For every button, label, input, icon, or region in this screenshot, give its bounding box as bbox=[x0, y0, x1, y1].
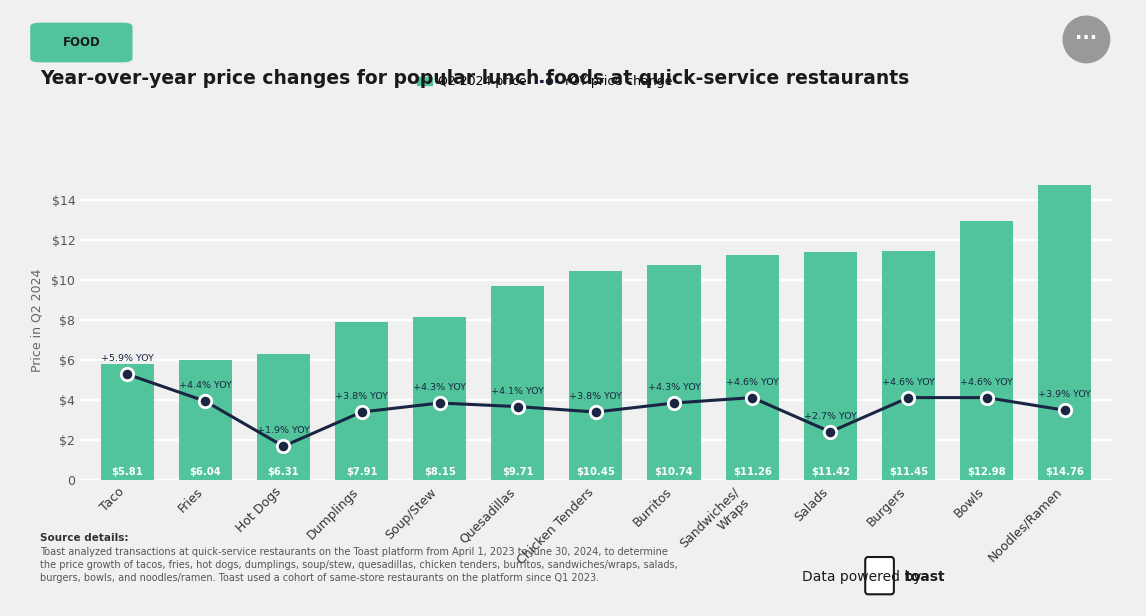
Text: +5.9% YOY: +5.9% YOY bbox=[101, 354, 154, 363]
Text: ···: ··· bbox=[1075, 29, 1098, 48]
Point bbox=[743, 392, 761, 402]
Bar bbox=[882, 251, 935, 480]
Bar bbox=[725, 255, 779, 480]
Y-axis label: Price in Q2 2024: Price in Q2 2024 bbox=[30, 269, 44, 372]
Text: +4.1% YOY: +4.1% YOY bbox=[492, 387, 544, 395]
Text: +3.8% YOY: +3.8% YOY bbox=[335, 392, 388, 401]
Bar bbox=[101, 364, 154, 480]
Text: $10.45: $10.45 bbox=[576, 467, 615, 477]
Point bbox=[431, 398, 449, 408]
Bar bbox=[803, 252, 857, 480]
Text: $5.81: $5.81 bbox=[111, 467, 143, 477]
Bar bbox=[960, 221, 1013, 480]
Text: +4.3% YOY: +4.3% YOY bbox=[414, 383, 466, 392]
Point bbox=[978, 392, 996, 402]
Text: $6.04: $6.04 bbox=[189, 467, 221, 477]
Text: Year-over-year price changes for popular lunch foods at quick-service restaurant: Year-over-year price changes for popular… bbox=[40, 69, 910, 88]
Text: $11.45: $11.45 bbox=[889, 467, 928, 477]
Point bbox=[352, 407, 370, 417]
FancyBboxPatch shape bbox=[30, 23, 133, 62]
Point bbox=[196, 396, 214, 406]
Circle shape bbox=[1063, 16, 1109, 63]
Point bbox=[822, 427, 840, 437]
Text: $11.26: $11.26 bbox=[732, 467, 771, 477]
Text: Source details:: Source details: bbox=[40, 533, 128, 543]
FancyBboxPatch shape bbox=[865, 557, 894, 594]
Point bbox=[274, 441, 292, 451]
Bar bbox=[179, 360, 231, 480]
Text: +4.6% YOY: +4.6% YOY bbox=[882, 378, 935, 387]
Text: $8.15: $8.15 bbox=[424, 467, 456, 477]
Text: $7.91: $7.91 bbox=[346, 467, 377, 477]
Text: $6.31: $6.31 bbox=[267, 467, 299, 477]
Text: +4.4% YOY: +4.4% YOY bbox=[179, 381, 231, 390]
Text: Toast analyzed transactions at quick-service restaurants on the Toast platform f: Toast analyzed transactions at quick-ser… bbox=[40, 547, 678, 583]
Legend: Q2 2024 price, YOY price change: Q2 2024 price, YOY price change bbox=[411, 70, 677, 93]
Text: $9.71: $9.71 bbox=[502, 467, 534, 477]
Text: $11.42: $11.42 bbox=[811, 467, 850, 477]
Text: +3.8% YOY: +3.8% YOY bbox=[570, 392, 622, 401]
Text: $14.76: $14.76 bbox=[1045, 467, 1084, 477]
Point bbox=[509, 402, 527, 411]
Bar bbox=[492, 286, 544, 480]
Text: Data powered by: Data powered by bbox=[802, 570, 921, 584]
Text: +3.9% YOY: +3.9% YOY bbox=[1038, 390, 1091, 399]
Point bbox=[118, 369, 136, 379]
Text: +4.6% YOY: +4.6% YOY bbox=[960, 378, 1013, 387]
Text: FOOD: FOOD bbox=[63, 36, 100, 49]
Bar bbox=[647, 265, 700, 480]
Bar bbox=[570, 271, 622, 480]
Text: $10.74: $10.74 bbox=[654, 467, 693, 477]
Text: $12.98: $12.98 bbox=[967, 467, 1006, 477]
Text: +4.6% YOY: +4.6% YOY bbox=[725, 378, 778, 387]
Bar bbox=[335, 322, 388, 480]
Bar bbox=[413, 317, 466, 480]
Bar bbox=[257, 354, 309, 480]
Point bbox=[587, 407, 605, 417]
Text: toast: toast bbox=[905, 570, 945, 584]
Text: +4.3% YOY: +4.3% YOY bbox=[647, 383, 700, 392]
Text: +2.7% YOY: +2.7% YOY bbox=[803, 412, 857, 421]
Point bbox=[665, 398, 683, 408]
Point bbox=[1055, 405, 1074, 415]
Bar bbox=[1038, 185, 1091, 480]
Point bbox=[900, 392, 918, 402]
Text: +1.9% YOY: +1.9% YOY bbox=[257, 426, 309, 436]
